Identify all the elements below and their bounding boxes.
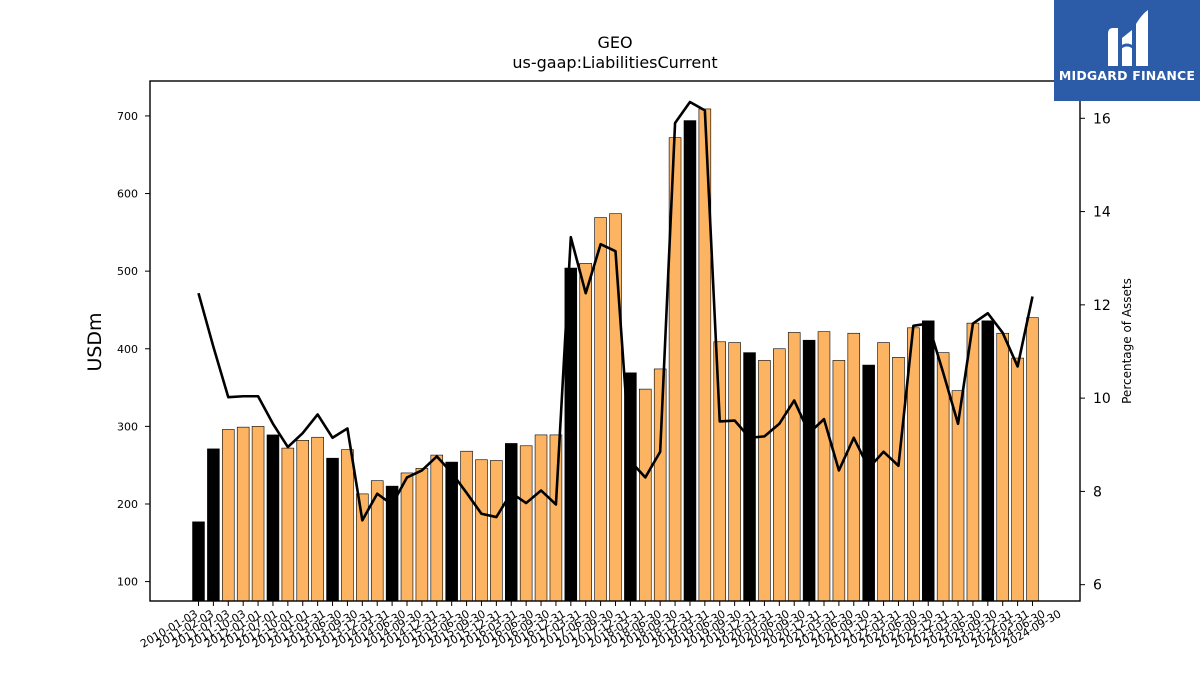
- bar: [236, 426, 250, 602]
- bar: [192, 521, 205, 602]
- y2-tick-label: 10: [1093, 391, 1111, 407]
- bar: [862, 364, 875, 602]
- bar: [921, 320, 935, 602]
- bar: [400, 472, 414, 602]
- bar: [609, 213, 622, 602]
- percentage-line: [197, 100, 1034, 522]
- y-axis-label: USDm: [84, 312, 106, 371]
- bar: [653, 368, 667, 602]
- brand-name: MIDGARD FINANCE: [1058, 68, 1196, 83]
- bar: [549, 434, 563, 602]
- y-tick-label: 300: [117, 420, 138, 433]
- bar: [981, 320, 995, 602]
- bar: [430, 454, 444, 602]
- bar: [713, 341, 726, 602]
- y2-tick-label: 8: [1093, 484, 1102, 500]
- y2-tick-label: 6: [1093, 578, 1102, 594]
- bar: [847, 332, 861, 602]
- y-tick-label: 100: [117, 576, 138, 589]
- chart-title: GEO: [597, 33, 632, 52]
- bar: [326, 457, 339, 602]
- bar: [266, 434, 280, 602]
- bar: [445, 461, 458, 602]
- bar: [594, 217, 607, 602]
- bar: [475, 459, 488, 602]
- y2-tick-label: 14: [1093, 205, 1111, 221]
- bar: [787, 332, 801, 602]
- bar: [281, 447, 295, 602]
- bars-layer: [192, 108, 1039, 602]
- x-axis: 2010-01-032011-02-032011-07-032011-10-03…: [138, 601, 1064, 651]
- y-tick-label: 700: [117, 110, 138, 123]
- bar: [311, 436, 324, 602]
- bar: [996, 332, 1009, 602]
- bar: [1011, 357, 1024, 602]
- y2-axis: 6 8 10 12 14 16: [1080, 111, 1111, 594]
- bar: [415, 467, 429, 602]
- bar: [817, 331, 831, 602]
- y-tick-label: 200: [117, 498, 138, 511]
- bar: [1026, 317, 1039, 602]
- bar: [356, 493, 369, 602]
- bar: [296, 440, 310, 602]
- bar: [207, 448, 220, 602]
- y-tick-label: 500: [117, 265, 138, 278]
- bar: [832, 360, 846, 602]
- y2-axis-label: Percentage of Assets: [1120, 278, 1134, 404]
- bar: [341, 449, 354, 602]
- bar: [504, 443, 518, 602]
- bar: [251, 426, 265, 602]
- y2-tick-label: 16: [1093, 111, 1111, 127]
- bar: [639, 388, 652, 602]
- y-axis: 100 200 300 400 500 600 700: [117, 110, 150, 589]
- bar: [490, 460, 503, 602]
- bar: [683, 120, 697, 602]
- y2-tick-label: 12: [1093, 298, 1111, 314]
- bar: [579, 263, 592, 602]
- bar: [728, 342, 741, 602]
- bar: [773, 348, 786, 602]
- line-layer: [197, 100, 1034, 522]
- bar: [892, 356, 905, 602]
- bar: [802, 339, 816, 602]
- chart-subtitle: us-gaap:LiabilitiesCurrent: [512, 53, 717, 72]
- brand-logo: MIDGARD FINANCE: [1054, 0, 1200, 101]
- bar: [534, 434, 548, 602]
- bar: [743, 352, 756, 602]
- y-tick-label: 600: [117, 188, 138, 201]
- brand-mark-icon: [1108, 10, 1148, 66]
- bar: [460, 450, 473, 602]
- bar: [758, 360, 771, 602]
- bar: [222, 429, 235, 602]
- bar: [877, 342, 890, 602]
- bar: [519, 445, 533, 602]
- bar: [966, 322, 980, 602]
- y-tick-label: 400: [117, 343, 138, 356]
